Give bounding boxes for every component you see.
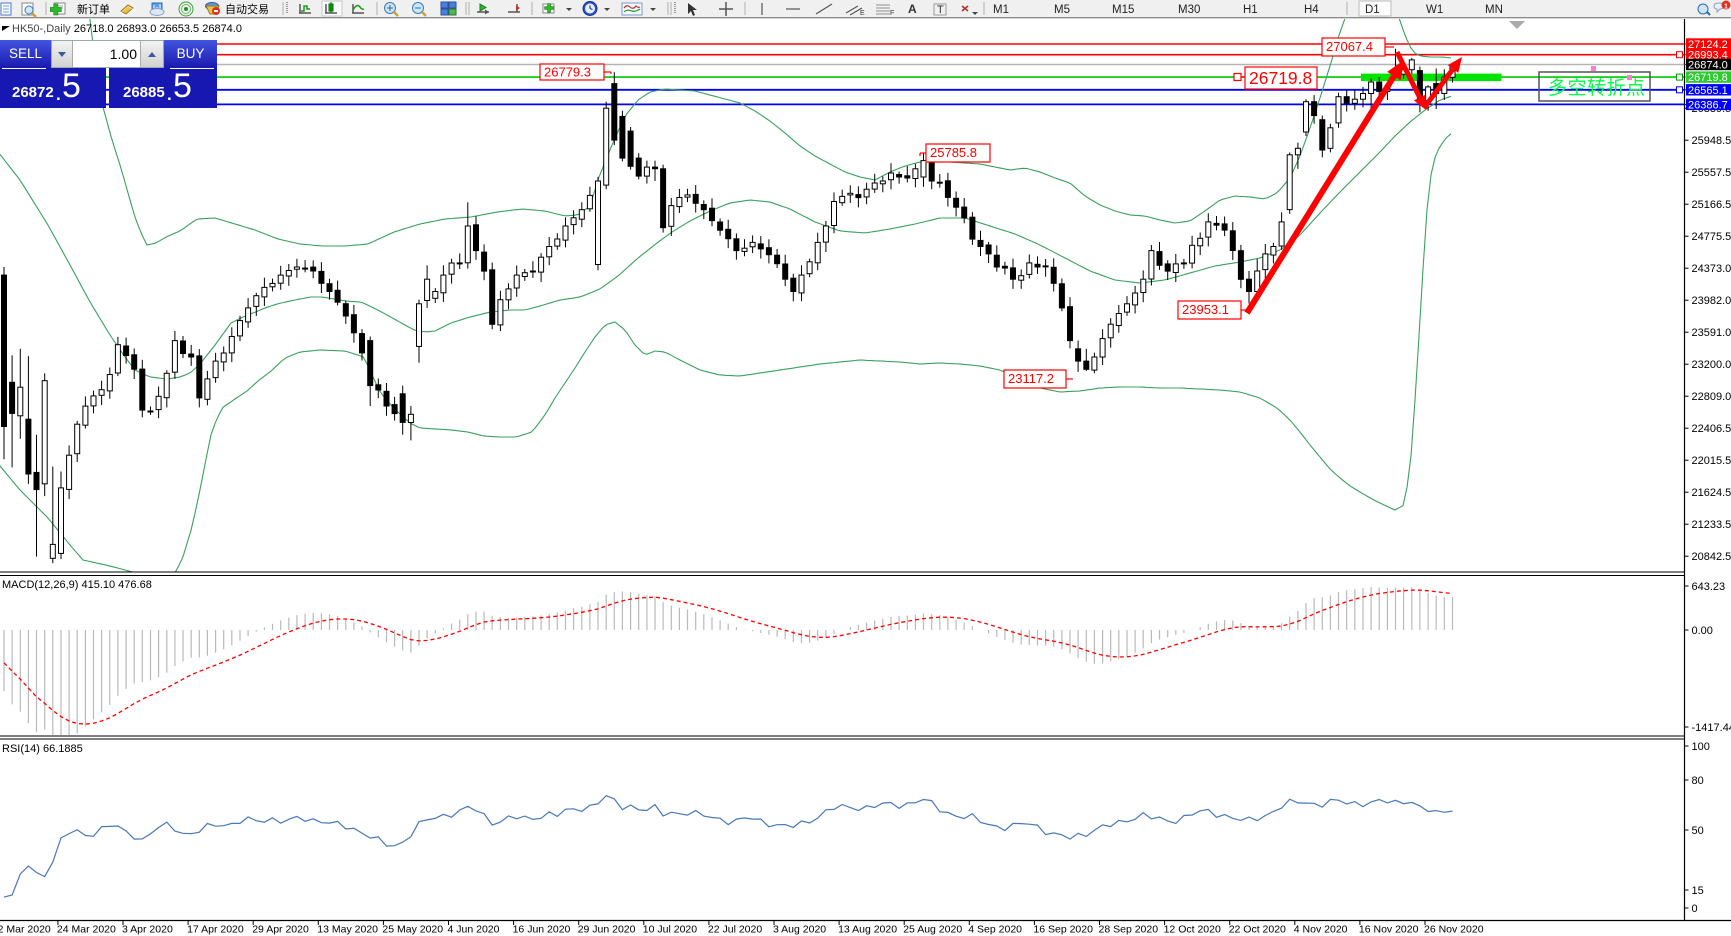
svg-text:E: E: [860, 10, 865, 17]
svg-text:13 Aug 2020: 13 Aug 2020: [838, 924, 897, 936]
svg-text:0.00: 0.00: [1692, 625, 1713, 637]
svg-text:12 Mar 2020: 12 Mar 2020: [0, 924, 51, 936]
svg-text:21624.5: 21624.5: [1692, 487, 1731, 499]
svg-text:26874.0: 26874.0: [1688, 60, 1728, 72]
svg-text:17 Apr 2020: 17 Apr 2020: [187, 924, 244, 936]
svg-text:3 Aug 2020: 3 Aug 2020: [773, 924, 826, 936]
svg-text:50: 50: [1692, 825, 1704, 837]
svg-text:23200.0: 23200.0: [1692, 359, 1731, 371]
svg-text:W1: W1: [1426, 4, 1443, 16]
svg-text:12 Oct 2020: 12 Oct 2020: [1164, 924, 1221, 936]
svg-text:21233.5: 21233.5: [1692, 519, 1731, 531]
svg-text:25 May 2020: 25 May 2020: [382, 924, 443, 936]
svg-text:H1: H1: [1243, 4, 1258, 16]
svg-text:16 Nov 2020: 16 Nov 2020: [1359, 924, 1419, 936]
svg-text:MN: MN: [1485, 4, 1503, 16]
svg-text:22015.5: 22015.5: [1692, 455, 1731, 467]
svg-text:0: 0: [1692, 903, 1698, 915]
svg-text:自动交易: 自动交易: [225, 2, 269, 16]
svg-text:1: 1: [1724, 4, 1728, 11]
svg-text:23591.0: 23591.0: [1692, 327, 1731, 339]
svg-text:22 Oct 2020: 22 Oct 2020: [1229, 924, 1286, 936]
svg-text:100: 100: [1692, 741, 1710, 753]
svg-text:16 Jun 2020: 16 Jun 2020: [513, 924, 571, 936]
svg-text:26 Nov 2020: 26 Nov 2020: [1424, 924, 1484, 936]
svg-text:26993.4: 26993.4: [1688, 50, 1728, 62]
svg-text:26719.8: 26719.8: [1688, 72, 1728, 84]
svg-text:25166.5: 25166.5: [1692, 199, 1731, 211]
svg-text:HK50-,Daily 26718.0 26893.0 2: HK50-,Daily 26718.0 26893.0 26653.5 2687…: [12, 23, 242, 35]
svg-text:29 Jun 2020: 29 Jun 2020: [578, 924, 636, 936]
svg-text:多空转折点: 多空转折点: [1548, 77, 1646, 99]
svg-text:27067.4: 27067.4: [1326, 39, 1373, 54]
svg-text:M30: M30: [1178, 4, 1200, 16]
svg-text:15: 15: [1692, 885, 1704, 897]
svg-text:MACD(12,26,9) 415.10 476.68: MACD(12,26,9) 415.10 476.68: [2, 579, 152, 591]
svg-text:23117.2: 23117.2: [1008, 371, 1054, 386]
svg-text:-1417.44: -1417.44: [1692, 722, 1731, 734]
svg-text:H4: H4: [1304, 4, 1319, 16]
svg-text:25557.5: 25557.5: [1692, 167, 1731, 179]
svg-text:新订单: 新订单: [77, 2, 110, 16]
svg-text:22406.5: 22406.5: [1692, 423, 1731, 435]
svg-text:643.23: 643.23: [1692, 581, 1726, 593]
svg-text:4 Nov 2020: 4 Nov 2020: [1294, 924, 1348, 936]
svg-text:26565.1: 26565.1: [1688, 85, 1728, 97]
svg-text:26779.3: 26779.3: [544, 65, 591, 80]
svg-text:24373.0: 24373.0: [1692, 263, 1731, 275]
svg-text:26719.8: 26719.8: [1249, 68, 1312, 88]
svg-text:RSI(14) 66.1885: RSI(14) 66.1885: [2, 743, 83, 755]
svg-text:16 Sep 2020: 16 Sep 2020: [1033, 924, 1093, 936]
svg-text:25948.5: 25948.5: [1692, 135, 1731, 147]
svg-text:F: F: [890, 10, 894, 17]
svg-text:D1: D1: [1365, 4, 1380, 16]
svg-text:A: A: [908, 2, 917, 16]
svg-text:3 Apr 2020: 3 Apr 2020: [122, 924, 173, 936]
svg-text:25 Aug 2020: 25 Aug 2020: [903, 924, 962, 936]
svg-text:24775.5: 24775.5: [1692, 231, 1731, 243]
svg-text:29 Apr 2020: 29 Apr 2020: [252, 924, 309, 936]
svg-text:13 May 2020: 13 May 2020: [317, 924, 378, 936]
svg-text:4 Sep 2020: 4 Sep 2020: [968, 924, 1022, 936]
svg-text:28 Sep 2020: 28 Sep 2020: [1099, 924, 1159, 936]
svg-text:M15: M15: [1112, 4, 1134, 16]
svg-text:22809.0: 22809.0: [1692, 391, 1731, 403]
svg-text:M1: M1: [993, 4, 1009, 16]
svg-text:M5: M5: [1054, 4, 1070, 16]
svg-text:25785.8: 25785.8: [930, 145, 977, 160]
svg-text:4 Jun 2020: 4 Jun 2020: [448, 924, 500, 936]
svg-text:24 Mar 2020: 24 Mar 2020: [57, 924, 116, 936]
svg-text:23953.1: 23953.1: [1182, 302, 1229, 317]
svg-text:20842.5: 20842.5: [1692, 551, 1731, 563]
svg-text:22 Jul 2020: 22 Jul 2020: [708, 924, 762, 936]
svg-text:T: T: [937, 4, 944, 16]
svg-text:80: 80: [1692, 775, 1704, 787]
svg-text:27124.2: 27124.2: [1688, 39, 1728, 51]
svg-text:23982.0: 23982.0: [1692, 295, 1731, 307]
svg-text:10 Jul 2020: 10 Jul 2020: [643, 924, 697, 936]
svg-text:26386.7: 26386.7: [1688, 99, 1728, 111]
